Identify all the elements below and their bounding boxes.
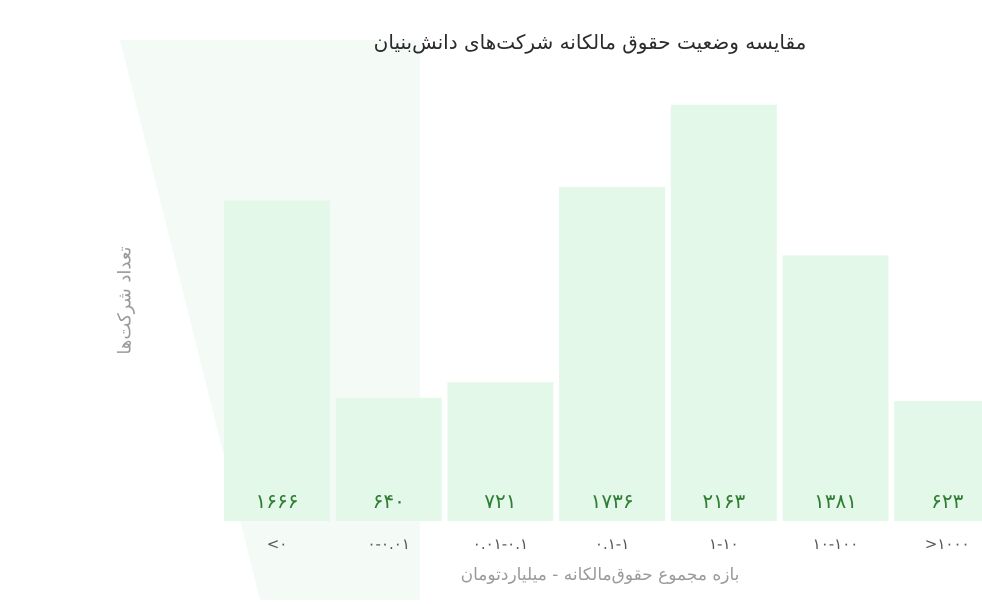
chart-title: مقایسه وضعیت حقوق مالکانه شرکت‌های دانش‌…: [373, 30, 807, 54]
bar-value-label: ۶۴۰: [373, 489, 405, 513]
bar: [559, 187, 666, 521]
bar-value-label: ۶۲۳: [931, 489, 963, 513]
x-tick-label: <۰: [267, 535, 288, 553]
bar-value-label: ۱۷۳۶: [591, 489, 634, 513]
x-tick-label: ۱۰-۱۰۰: [813, 535, 859, 553]
x-axis-label: بازه مجموع حقوق‌مالکانه - میلیاردتومان: [460, 565, 740, 585]
bar-value-label: ۱۶۶۶: [256, 489, 299, 513]
bar: [670, 104, 777, 522]
x-tick-label: ۰.۱-۱: [595, 535, 629, 553]
bar-value-label: ۱۳۸۱: [814, 489, 857, 513]
bar-value-label: ۲۱۶۳: [702, 489, 745, 513]
x-tick-label: ۱-۱۰: [709, 535, 739, 553]
bars-layer: ۱۶۶۶ <۰ ۶۴۰ ۰-۰.۰۱ ۷۲۱ ۰.۰۱-۰.۱ ۱۷۳۶ ۰.۱-۱ ۲۱۶۳ ۱…: [224, 104, 982, 553]
x-tick-label: ۰.۰۱-۰.۱: [473, 535, 528, 553]
bar: [447, 382, 554, 521]
bar: [224, 200, 330, 521]
bar: [335, 397, 442, 521]
x-tick-label: >۱۰۰۰: [925, 535, 970, 553]
bar-value-label: ۷۲۱: [484, 489, 516, 513]
bar: [782, 255, 889, 522]
x-tick-label: ۰-۰.۰۱: [367, 535, 409, 553]
bar: [894, 401, 982, 521]
y-axis-label: تعداد شرکت‌ها: [114, 246, 136, 355]
